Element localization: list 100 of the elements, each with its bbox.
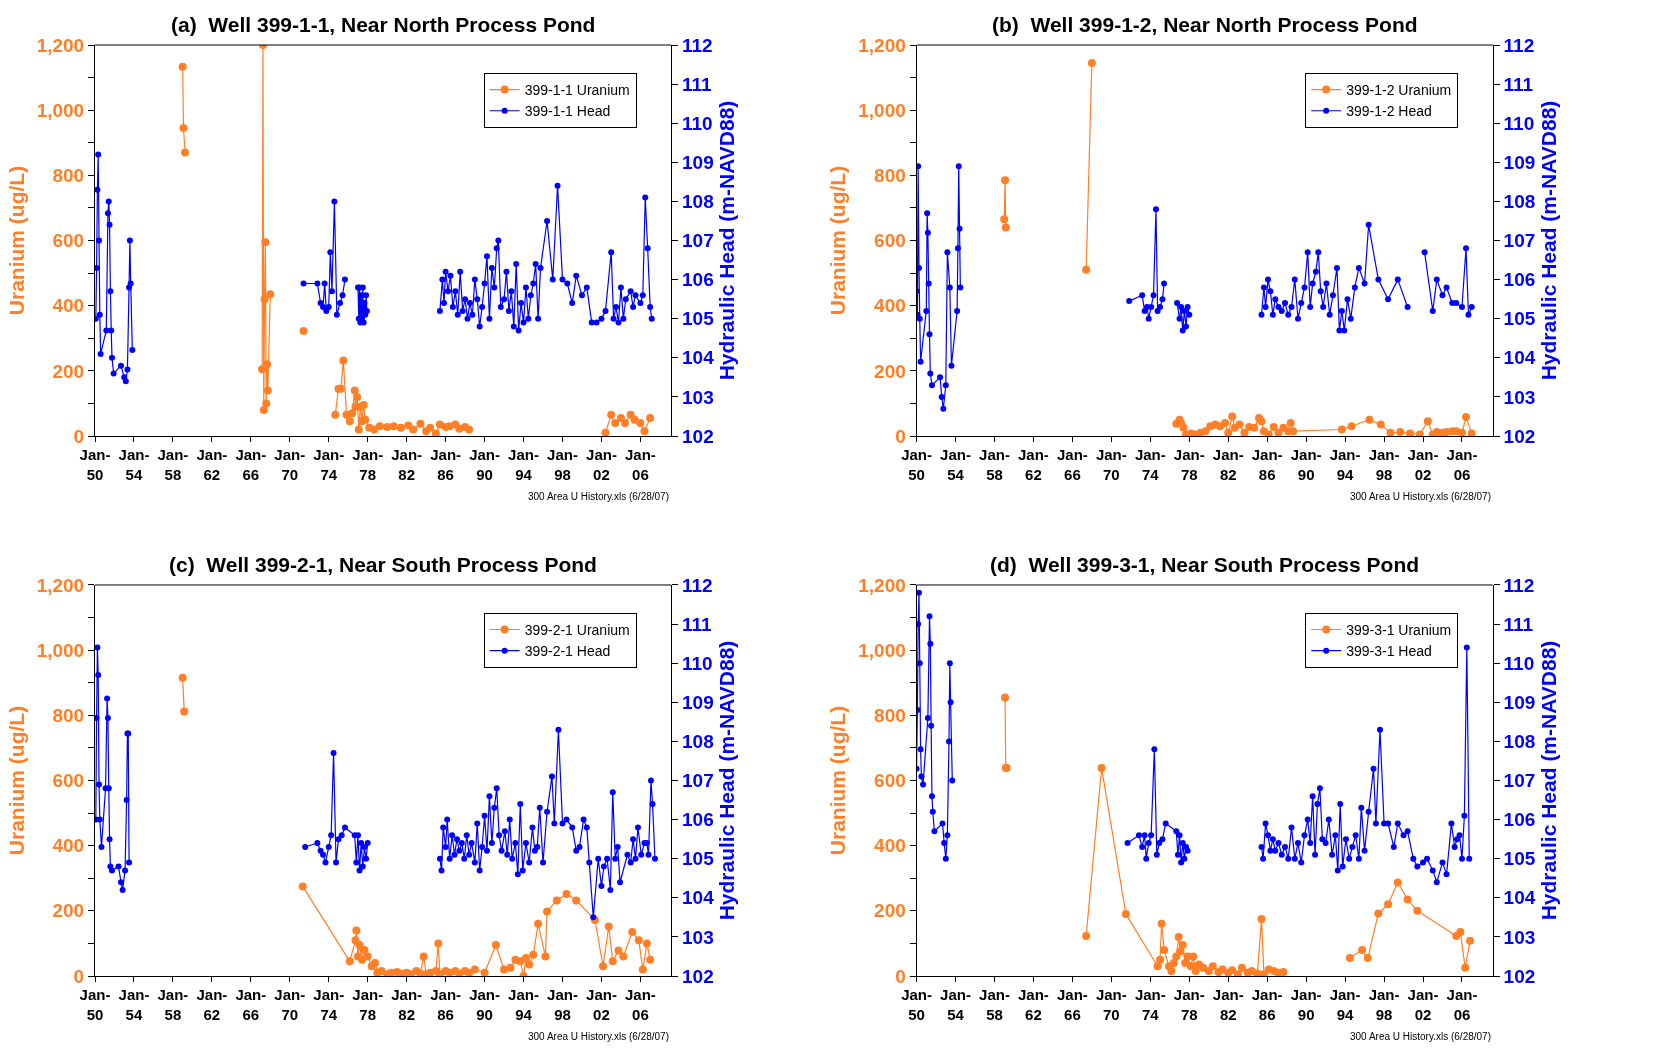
x-tick-label: Jan- 98 xyxy=(547,446,578,483)
legend-label: 399-3-1 Head xyxy=(1346,643,1432,660)
point xyxy=(1176,947,1185,956)
point xyxy=(178,62,187,71)
x-tick-label: Jan- 90 xyxy=(1290,986,1322,1023)
point xyxy=(1199,963,1208,972)
point xyxy=(1386,428,1395,437)
y2-axis-title: Hydraulic Head (m-NAVD88) xyxy=(1536,100,1560,381)
x-tick-label: Jan- 66 xyxy=(1056,986,1088,1023)
x-tick-label: Jan- 78 xyxy=(352,986,384,1023)
y2-tick-label: 106 xyxy=(1503,809,1536,831)
y-axis-title: Uranium (ug/L) xyxy=(4,705,28,856)
point xyxy=(465,425,474,434)
x-tick-label: Jan- 98 xyxy=(547,986,578,1023)
y-tick-label: 200 xyxy=(874,360,906,382)
point xyxy=(179,124,188,133)
point xyxy=(1228,412,1237,421)
point xyxy=(1467,429,1476,437)
y2-tick-label: 110 xyxy=(1503,652,1535,674)
point xyxy=(636,418,645,427)
x-tick-label: Jan- 50 xyxy=(901,446,932,483)
point xyxy=(262,399,271,408)
point xyxy=(1191,967,1200,976)
x-tick-label: Jan- 62 xyxy=(196,446,228,483)
point xyxy=(389,422,398,431)
point xyxy=(263,386,272,395)
point xyxy=(640,427,649,436)
point xyxy=(348,409,357,418)
y2-tick-label: 111 xyxy=(1503,73,1534,95)
x-tick-label: Jan- 70 xyxy=(1095,446,1127,483)
point xyxy=(263,360,272,369)
y-tick-label: 600 xyxy=(874,770,906,792)
x-tick-label: Jan- 90 xyxy=(469,986,501,1023)
y2-tick-label: 102 xyxy=(1503,425,1536,447)
point xyxy=(350,386,359,395)
legend-label: 399-2-1 Uranium xyxy=(524,621,630,638)
y2-tick-label: 102 xyxy=(682,965,714,987)
x-tick-label: Jan- 74 xyxy=(313,986,345,1023)
x-tick-label: Jan- 86 xyxy=(430,986,462,1023)
point xyxy=(1097,764,1106,773)
y-tick-label: 800 xyxy=(874,164,906,186)
chart-title: (b) Well 399-1-2, Near North Process Pond xyxy=(992,13,1418,36)
point xyxy=(353,392,362,401)
point xyxy=(266,290,275,299)
y-tick-label: 800 xyxy=(874,704,906,726)
x-tick-label: Jan- 06 xyxy=(1446,986,1478,1023)
x-tick-label: Jan- 02 xyxy=(586,446,617,483)
x-tick-label: Jan- 54 xyxy=(118,446,150,483)
x-tick-label: Jan- 62 xyxy=(196,986,228,1023)
y2-tick-label: 103 xyxy=(682,386,714,408)
point xyxy=(1456,928,1465,937)
legend-label: 399-1-2 Head xyxy=(1346,103,1432,120)
x-tick-label: Jan- 58 xyxy=(157,986,189,1023)
y2-tick-label: 111 xyxy=(682,73,713,95)
x-tick-label: Jan- 86 xyxy=(1251,446,1283,483)
y-tick-label: 1,200 xyxy=(36,34,85,56)
y2-tick-label: 104 xyxy=(682,887,715,909)
point xyxy=(375,422,384,431)
point xyxy=(1000,215,1009,224)
text: 300 Area U History.xls (6/28/07) xyxy=(1350,1031,1491,1042)
point xyxy=(1237,963,1246,972)
x-tick-label: Jan- 06 xyxy=(624,986,656,1023)
y2-tick-label: 108 xyxy=(1503,731,1536,753)
x-tick-label: Jan- 02 xyxy=(1407,446,1439,483)
y-tick-label: 1,200 xyxy=(36,574,85,596)
point xyxy=(1121,910,1130,919)
y2-tick-label: 106 xyxy=(682,269,714,291)
y-axis-title: Uranium (ug/L) xyxy=(826,705,850,856)
point xyxy=(331,410,340,419)
point xyxy=(396,423,405,432)
point xyxy=(1201,427,1210,436)
y2-tick-label: 112 xyxy=(1503,574,1535,596)
point xyxy=(620,418,629,427)
x-tick-label: Jan- 90 xyxy=(469,446,501,483)
y2-axis-title: Hydraulic Head (m-NAVD88) xyxy=(715,640,739,921)
y2-tick-label: 104 xyxy=(1503,887,1536,909)
chart-title: (a) Well 399-1-1, Near North Process Pond xyxy=(171,13,596,36)
x-tick-label: Jan- 06 xyxy=(624,446,656,483)
y2-tick-label: 109 xyxy=(1503,691,1536,713)
point xyxy=(1264,430,1273,437)
y2-tick-label: 104 xyxy=(682,347,715,369)
point xyxy=(1345,954,1354,963)
y2-tick-label: 110 xyxy=(1503,112,1535,134)
x-tick-label: Jan- 90 xyxy=(1290,446,1322,483)
x-tick-label: Jan- 70 xyxy=(274,446,306,483)
point xyxy=(1257,914,1266,923)
point xyxy=(1461,963,1470,972)
point xyxy=(426,423,435,432)
y-tick-label: 1,000 xyxy=(858,639,906,661)
point xyxy=(1289,427,1298,436)
point xyxy=(1466,936,1475,945)
y2-tick-label: 105 xyxy=(1503,848,1536,870)
x-tick-label: Jan- 78 xyxy=(1173,986,1205,1023)
x-tick-label: Jan- 54 xyxy=(940,446,971,483)
y2-tick-label: 106 xyxy=(682,809,714,831)
y-tick-label: 0 xyxy=(895,425,906,447)
x-tick-label: Jan- 54 xyxy=(118,986,150,1023)
point xyxy=(1274,428,1283,437)
y2-tick-label: 103 xyxy=(1503,926,1536,948)
y2-tick-label: 103 xyxy=(1503,386,1536,408)
